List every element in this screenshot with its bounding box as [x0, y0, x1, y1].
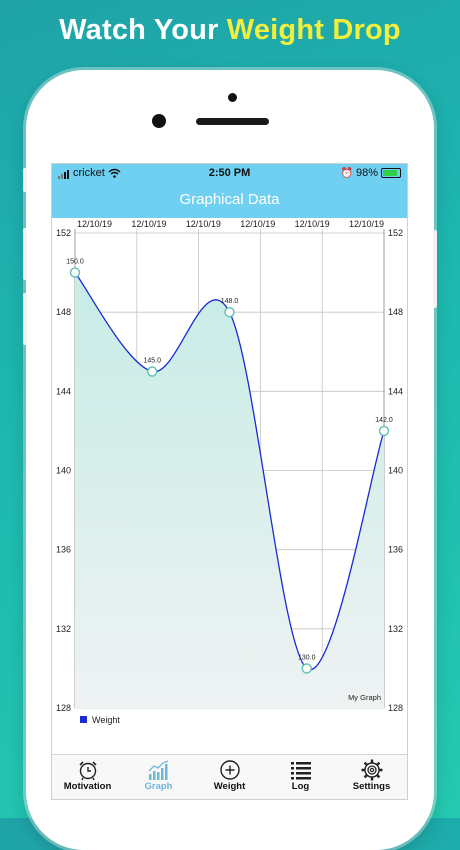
data-label: 148.0: [221, 298, 239, 305]
y-tick-label-right: 148: [388, 307, 403, 317]
data-point: [301, 663, 312, 674]
wifi-icon: [108, 168, 121, 178]
camera-lens: [152, 114, 166, 128]
x-tick-label: 12/10/19: [240, 219, 275, 229]
y-tick-label-left: 152: [56, 228, 71, 238]
x-tick-label: 12/10/19: [186, 219, 221, 229]
tab-log-label: Log: [291, 781, 310, 792]
data-label: 150.0: [66, 259, 84, 266]
y-tick-label-left: 132: [56, 624, 71, 634]
signal-icon: [58, 167, 70, 179]
data-label: 142.0: [375, 417, 393, 424]
gear-icon: [361, 759, 382, 780]
x-tick-label: 12/10/19: [349, 219, 384, 229]
headline-part1: Watch Your: [59, 14, 219, 46]
y-tick-label-right: 144: [388, 386, 403, 396]
nav-title: Graphical Data: [179, 191, 280, 208]
y-tick-label-right: 152: [388, 228, 403, 238]
data-point: [147, 366, 158, 377]
y-tick-label-left: 140: [56, 466, 71, 476]
headline: Watch Your Weight Drop: [0, 14, 460, 47]
plus-circle-icon: [219, 759, 240, 780]
tab-weight-label: Weight: [213, 781, 246, 792]
tab-graph-label: Graph: [144, 781, 173, 792]
y-tick-label-left: 136: [56, 545, 71, 555]
volume-down-button: [23, 293, 27, 345]
data-point: [224, 306, 235, 318]
legend-label: Weight: [92, 715, 120, 725]
graph-icon: [148, 759, 168, 780]
mute-switch: [23, 168, 27, 192]
status-time: 2:50 PM: [208, 167, 251, 179]
chart-description: My Graph: [348, 693, 381, 702]
headline-part2: Weight Drop: [226, 14, 401, 46]
x-tick-label: 12/10/19: [131, 219, 166, 229]
list-icon: [290, 761, 311, 779]
battery-icon: [381, 168, 401, 178]
x-tick-label: 12/10/19: [77, 219, 112, 229]
y-tick-label-right: 136: [388, 545, 403, 555]
earpiece-speaker: [196, 118, 269, 125]
y-tick-label-left: 144: [56, 386, 71, 396]
tab-motivation-label: Motivation: [63, 781, 112, 792]
front-camera: [228, 93, 237, 102]
y-tick-label-right: 132: [388, 624, 403, 634]
carrier-label: cricket: [73, 167, 105, 179]
app-screen: cricket 2:50 PM ⏰ 98% Graphical Data 152…: [51, 163, 408, 800]
y-tick-label-left: 128: [56, 703, 71, 713]
tab-log[interactable]: Log: [265, 755, 336, 799]
tab-graph[interactable]: Graph: [123, 755, 194, 799]
y-tick-label-right: 140: [388, 466, 403, 476]
tab-settings[interactable]: Settings: [336, 755, 407, 799]
data-label: 130.0: [298, 654, 316, 661]
status-bar: cricket 2:50 PM ⏰ 98%: [52, 164, 407, 182]
alarm-clock-icon: [78, 760, 97, 780]
power-button: [433, 230, 437, 308]
area-fill: [75, 272, 384, 708]
nav-bar: Graphical Data: [52, 182, 407, 218]
data-label: 145.0: [143, 358, 161, 365]
y-tick-label-right: 128: [388, 703, 403, 713]
series-line-weight: [74, 272, 385, 671]
y-tick-label-left: 148: [56, 307, 71, 317]
legend-swatch: [80, 716, 87, 723]
data-point: [69, 267, 81, 278]
weight-line-chart: 152 152 148 148 144 144 140 140 136 136 132 132 128 1…: [56, 219, 403, 725]
battery-percentage: 98%: [355, 167, 378, 179]
tab-weight[interactable]: Weight: [194, 755, 265, 799]
tab-bar: Motivation Graph: [52, 754, 407, 799]
x-tick-label: 12/10/19: [295, 219, 330, 229]
tab-motivation[interactable]: Motivation: [52, 755, 123, 799]
volume-up-button: [23, 228, 27, 280]
data-point: [378, 425, 390, 437]
tab-settings-label: Settings: [352, 781, 391, 792]
alarm-status-icon: ⏰: [340, 167, 353, 179]
